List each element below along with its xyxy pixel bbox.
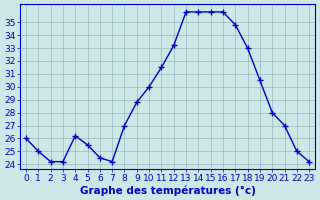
X-axis label: Graphe des températures (°c): Graphe des températures (°c) [80,185,255,196]
